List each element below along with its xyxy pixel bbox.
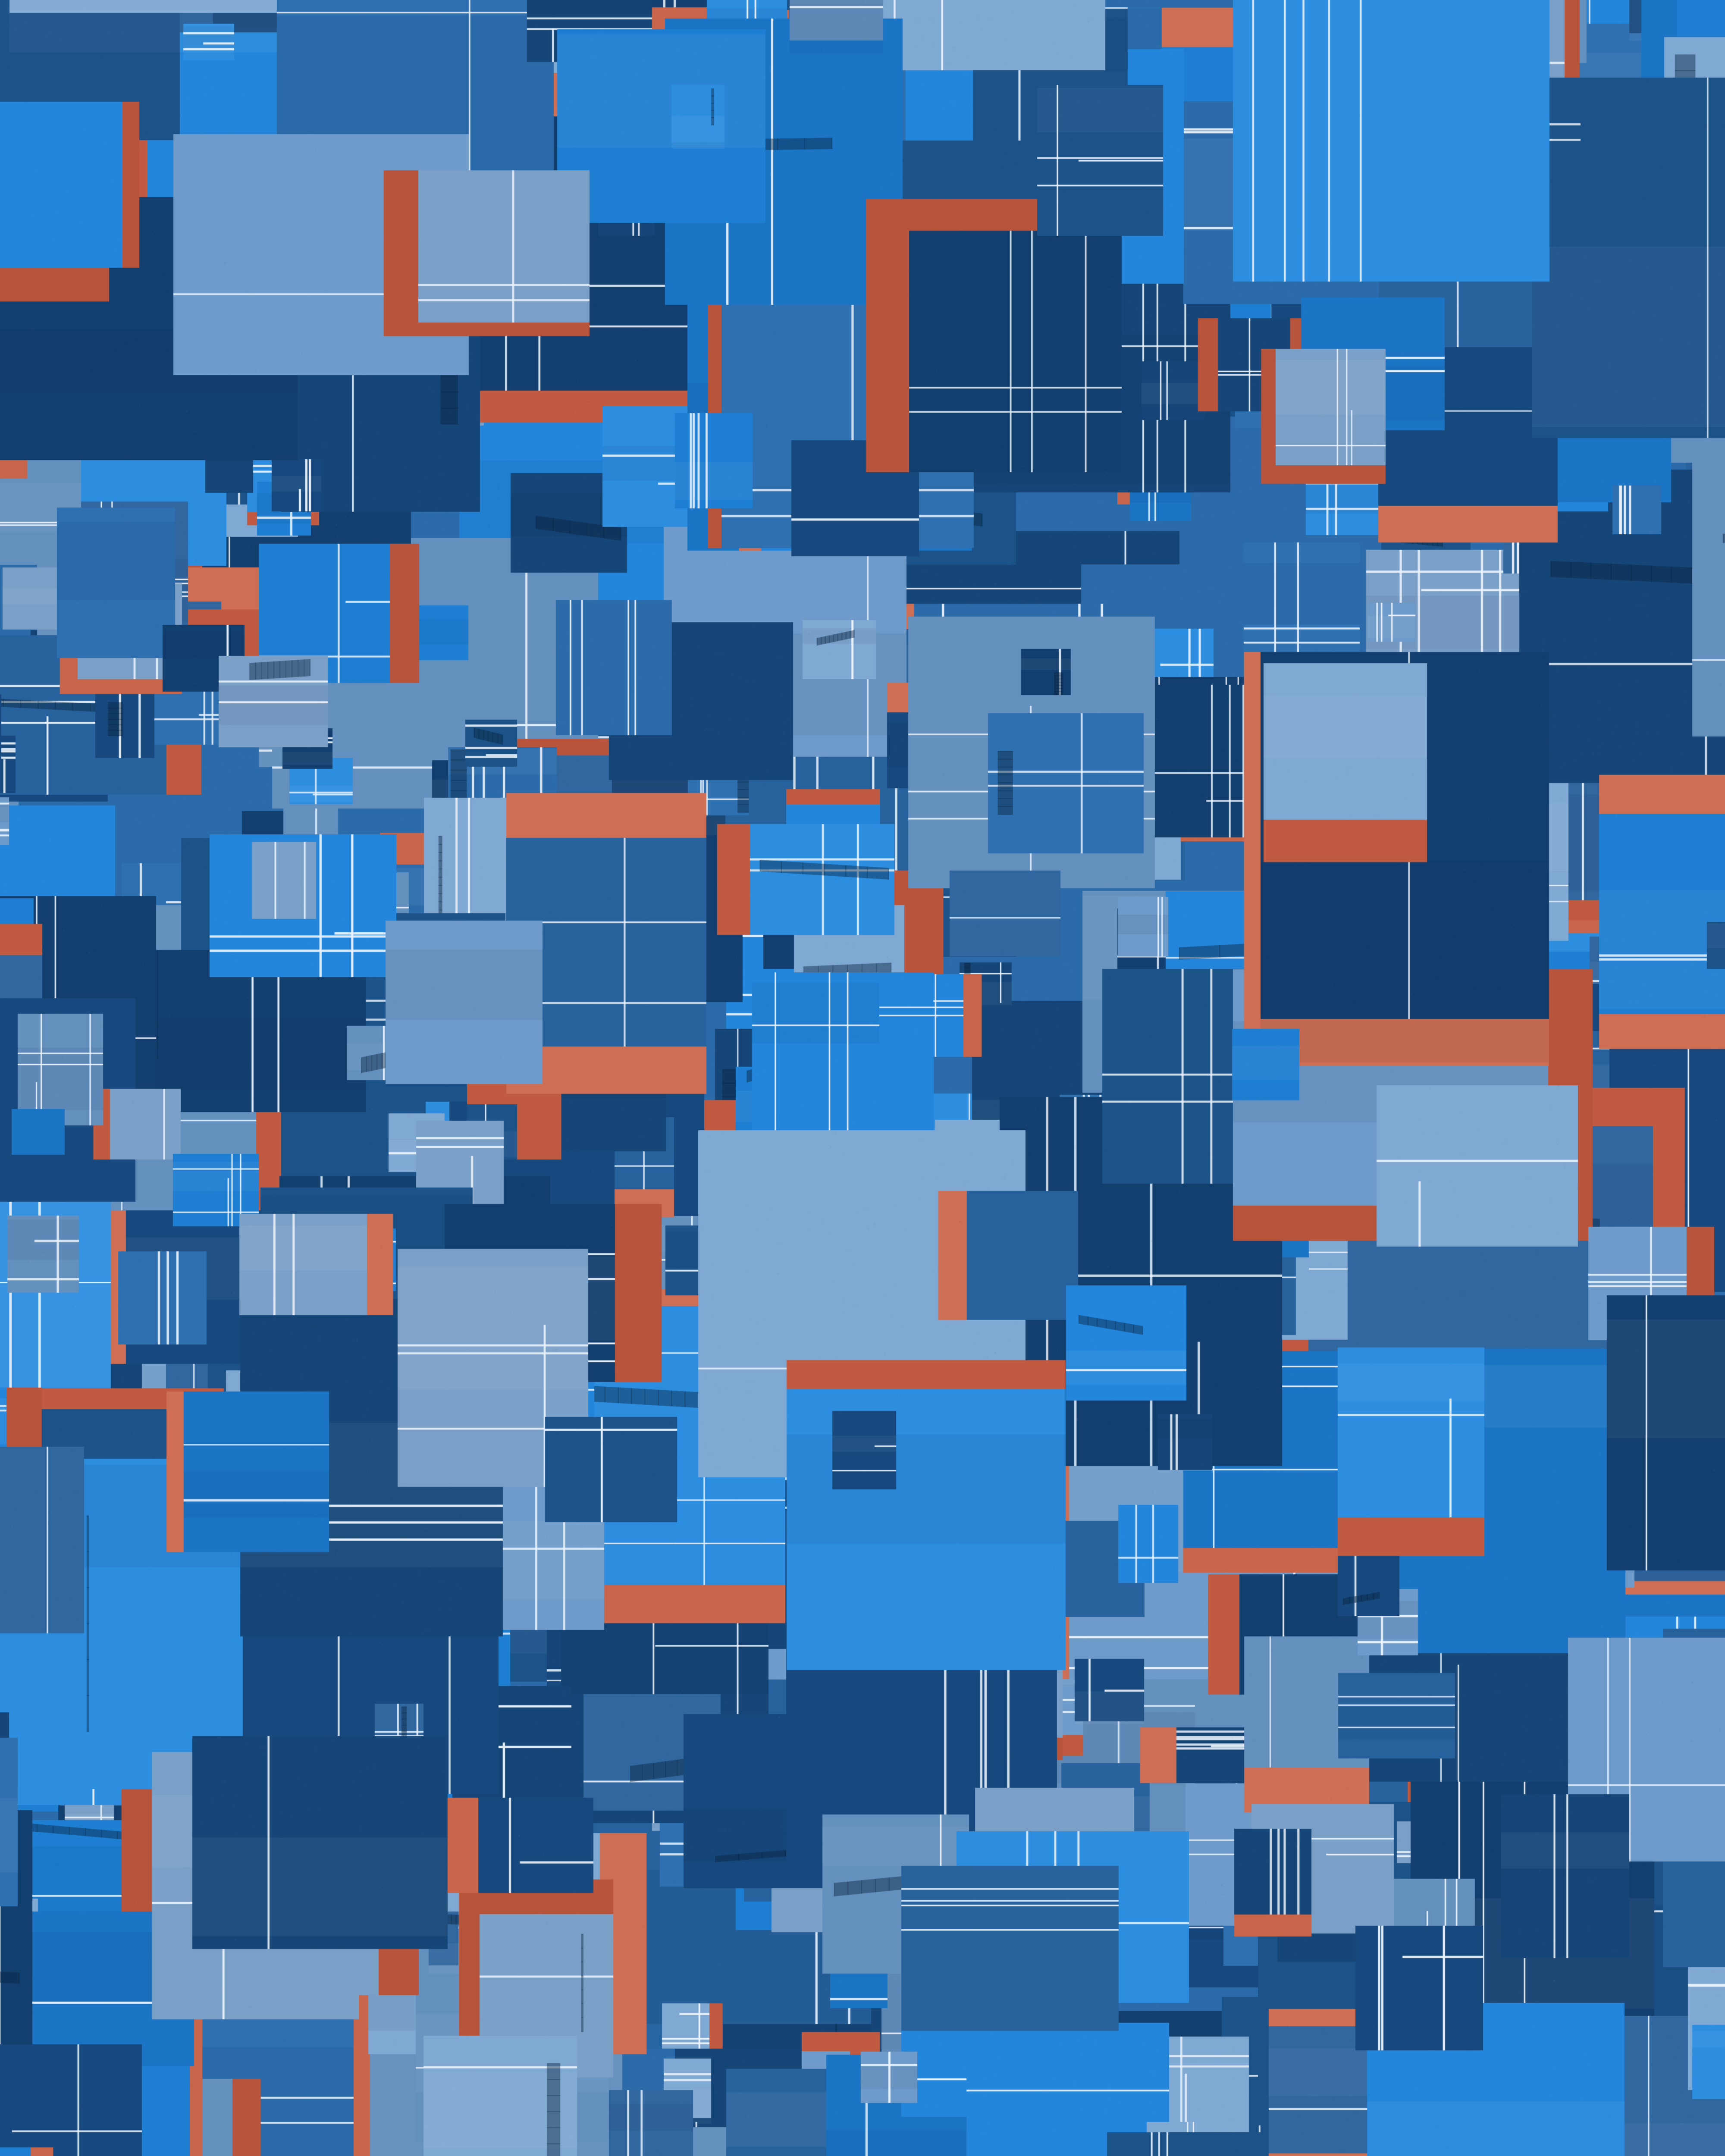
tennis-court-collage [0, 0, 1725, 2156]
tennis-court-collage-canvas [0, 0, 1725, 2156]
